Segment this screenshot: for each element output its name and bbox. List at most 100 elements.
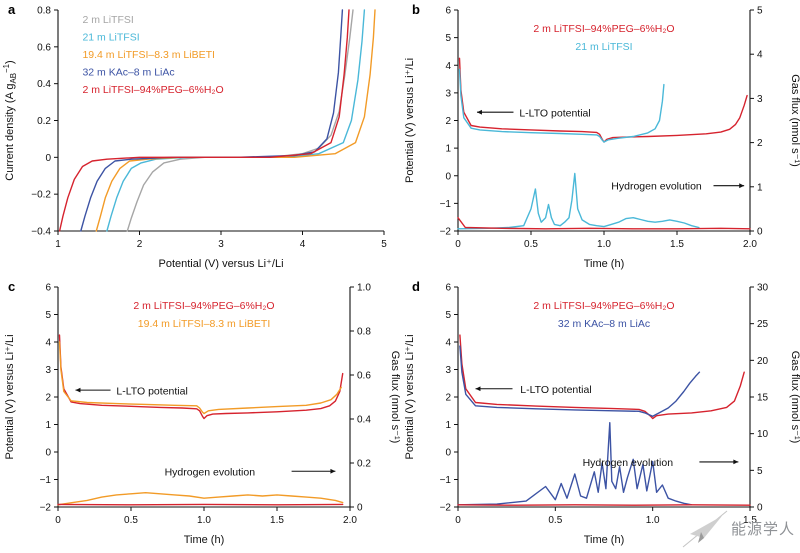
- y-tick-label: −0.4: [31, 227, 51, 238]
- legend-item: 2 m LiTFSI–94%PEG–6%H₂O: [82, 84, 223, 96]
- panel-d-chart: 0 0.5 1.0 1.5 −2 −1 0 1 2 3 4 5 6 0 5 10 15 20 25 30 Time (h…: [404, 283, 800, 547]
- series-line: [458, 68, 665, 143]
- x-axis-label: Time (h): [184, 534, 225, 546]
- series-line: [58, 334, 344, 420]
- panel-c-chart: 0 0.5 1.0 1.5 2.0 −2 −1 0 1 2 3 4 5 6 0 0.2 0.4 0.6 0.8 1.0…: [4, 283, 400, 547]
- y-tick-label: 0: [45, 448, 51, 459]
- y2-tick-label: 30: [757, 283, 769, 294]
- legend-item: 2 m LiTFSI: [82, 14, 133, 26]
- y-axis-label: Potential (V) versus Li⁺/Li: [4, 334, 16, 459]
- panel-b-chart: 0 0.5 1.0 1.5 2.0 −2 −1 0 1 2 3 4 5 6 0 1 2 3 4 5 Time (h) Po…: [404, 6, 800, 271]
- y2-tick-label: 15: [757, 393, 769, 404]
- x-tick-label: 0.5: [524, 239, 538, 250]
- x-tick-label: 1.5: [670, 239, 684, 250]
- panel-label-c: c: [8, 279, 16, 294]
- y2-tick-label: 4: [757, 50, 763, 61]
- y-tick-label: 4: [445, 61, 451, 72]
- annotation-text: Hydrogen evolution: [583, 457, 674, 469]
- legend-item: 32 m KAc–8 m LiAc: [558, 318, 650, 330]
- panel-a-chart: 1 2 3 4 5 −0.4 −0.2 0 0.2 0.4 0.6 0.8 Potential (V) …: [2, 6, 387, 271]
- y2-axis-label: Gas flux (nmol s⁻¹): [789, 351, 800, 444]
- series-line: [106, 9, 366, 232]
- legend-item: 19.4 m LiTFSI–8.3 m LiBETI: [138, 318, 270, 330]
- legend-item: 21 m LiTFSI: [575, 41, 632, 53]
- y-tick-label: 5: [445, 33, 451, 44]
- y2-tick-label: 5: [757, 6, 763, 17]
- paper-plane-icon: [682, 510, 728, 548]
- series-line: [457, 422, 693, 506]
- x-tick-label: 1.0: [197, 515, 211, 526]
- y-tick-label: 0: [445, 171, 451, 182]
- y2-tick-label: 0.8: [357, 327, 371, 338]
- y-tick-label: −1: [440, 199, 452, 210]
- x-tick-label: 3: [218, 239, 224, 250]
- y2-tick-label: 0.6: [357, 371, 371, 382]
- y2-tick-label: 1: [757, 182, 763, 193]
- x-tick-label: 0: [455, 239, 461, 250]
- y2-tick-label: 5: [757, 466, 763, 477]
- annotation-text: Hydrogen evolution: [165, 466, 256, 478]
- x-tick-label: 2: [137, 239, 143, 250]
- x-axis-label: Potential (V) versus Li⁺/Li: [158, 258, 283, 270]
- watermark: 能源学人: [682, 507, 795, 549]
- annotation-arrowhead: [733, 459, 739, 465]
- series-line: [58, 9, 350, 232]
- y-tick-label: 2: [45, 393, 51, 404]
- annotation-arrowhead: [476, 109, 482, 115]
- y-tick-label: −1: [40, 475, 52, 486]
- y2-tick-label: 0: [757, 227, 763, 238]
- legend-item: 32 m KAc–8 m LiAc: [82, 66, 174, 78]
- series-line: [459, 334, 745, 420]
- series-line: [58, 341, 342, 415]
- annotation-arrowhead: [75, 387, 81, 393]
- y-axis-label: Potential (V) versus Li⁺/Li: [404, 334, 416, 459]
- y-tick-label: 0: [45, 153, 51, 164]
- annotation-text: L-LTO potential: [520, 384, 591, 396]
- annotation-text: Hydrogen evolution: [611, 181, 702, 193]
- legend-item: 2 m LiTFSI–94%PEG–6%H₂O: [133, 300, 274, 312]
- x-tick-label: 1.0: [597, 239, 611, 250]
- y-axis-label: Current density (A gAB−1): [2, 60, 18, 180]
- y-tick-label: 3: [445, 88, 451, 99]
- annotation-arrowhead: [330, 468, 336, 474]
- y2-tick-label: 1.0: [357, 283, 371, 294]
- y2-axis-label: Gas flux (nmol s⁻¹): [389, 351, 400, 444]
- y-tick-label: 5: [45, 310, 51, 321]
- y-tick-label: 0.2: [37, 116, 51, 127]
- series-line: [459, 345, 701, 417]
- y-tick-label: 0.4: [37, 79, 51, 90]
- series-line: [458, 57, 748, 143]
- y-tick-label: 6: [45, 283, 51, 294]
- x-axis-label: Time (h): [584, 258, 625, 270]
- y-tick-label: −2: [440, 227, 452, 238]
- legend-item: 21 m LiTFSI: [82, 31, 139, 43]
- y2-tick-label: 0.2: [357, 459, 371, 470]
- y-tick-label: −2: [40, 503, 52, 514]
- x-tick-label: 2.0: [343, 515, 357, 526]
- y-tick-label: −1: [440, 475, 452, 486]
- x-axis-label: Time (h): [584, 534, 625, 546]
- x-tick-label: 4: [300, 239, 306, 250]
- x-tick-label: 0: [455, 515, 461, 526]
- y-tick-label: 0.8: [37, 6, 51, 17]
- y2-tick-label: 3: [757, 94, 763, 105]
- y2-tick-label: 10: [757, 429, 769, 440]
- y-tick-label: 5: [445, 310, 451, 321]
- x-tick-label: 1.5: [743, 515, 757, 526]
- y2-tick-label: 25: [757, 319, 769, 330]
- y-tick-label: 6: [445, 6, 451, 17]
- y-tick-label: 1: [445, 144, 451, 155]
- panel-label-a: a: [8, 2, 16, 17]
- y-tick-label: 4: [445, 338, 451, 349]
- y-tick-label: −2: [440, 503, 452, 514]
- x-tick-label: 1: [55, 239, 61, 250]
- x-tick-label: 5: [381, 239, 387, 250]
- y-tick-label: 1: [445, 420, 451, 431]
- y-tick-label: 0.6: [37, 42, 51, 53]
- series-line: [57, 492, 344, 506]
- y-tick-label: 2: [445, 393, 451, 404]
- x-tick-label: 1.0: [646, 515, 660, 526]
- annotation-arrowhead: [475, 386, 481, 392]
- legend-item: 2 m LiTFSI–94%PEG–6%H₂O: [533, 23, 674, 35]
